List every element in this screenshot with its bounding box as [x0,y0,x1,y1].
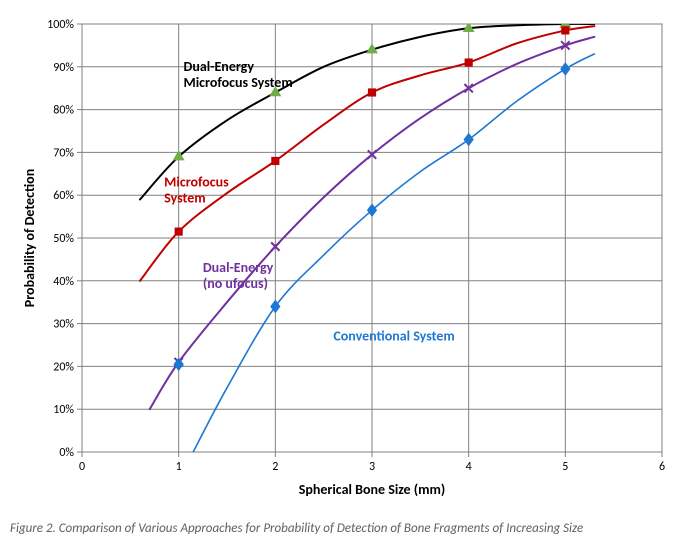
svg-text:Conventional System: Conventional System [333,328,454,345]
detection-probability-chart: 01234560%10%20%30%40%50%60%70%80%90%100%… [10,10,690,505]
svg-text:1: 1 [176,460,182,474]
svg-text:3: 3 [369,460,375,474]
svg-text:20%: 20% [53,360,74,374]
figure-caption: Figure 2. Comparison of Various Approach… [10,521,690,536]
svg-text:0: 0 [79,460,85,474]
svg-text:6: 6 [659,460,665,474]
svg-text:Probability of Detection: Probability of Detection [21,169,38,307]
chart-container: 01234560%10%20%30%40%50%60%70%80%90%100%… [10,10,690,505]
svg-text:Dual-Energy: Dual-Energy [203,259,274,276]
svg-text:5: 5 [562,460,568,474]
svg-text:Microfocus: Microfocus [164,174,229,191]
svg-text:30%: 30% [53,318,74,332]
svg-text:2: 2 [272,460,278,474]
svg-text:40%: 40% [53,275,74,289]
svg-text:70%: 70% [53,146,74,160]
svg-text:90%: 90% [53,61,74,75]
svg-text:Spherical Bone Size (mm): Spherical Bone Size (mm) [299,481,446,498]
svg-text:80%: 80% [53,104,74,118]
svg-text:50%: 50% [53,232,74,246]
svg-text:4: 4 [466,460,472,474]
svg-text:100%: 100% [47,18,74,32]
svg-text:Microfocus System: Microfocus System [184,74,293,91]
svg-text:0%: 0% [59,446,74,460]
svg-text:10%: 10% [53,403,74,417]
svg-text:Dual-Energy: Dual-Energy [184,58,255,75]
svg-text:System: System [164,190,206,207]
figure-page: 01234560%10%20%30%40%50%60%70%80%90%100%… [0,0,700,544]
svg-text:60%: 60% [53,189,74,203]
svg-text:(no ufocus): (no ufocus) [203,275,268,292]
